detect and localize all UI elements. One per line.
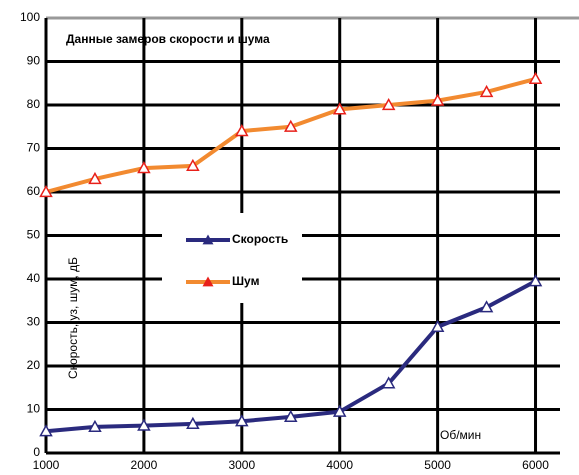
marker [430,319,445,332]
marker [137,161,151,174]
legend-label: Шум [232,274,260,288]
y-tick-label: 60 [27,184,41,198]
y-tick-label: 80 [27,97,41,111]
y-tick-label: 90 [27,54,41,68]
marker [332,102,347,115]
marker [381,97,396,111]
marker [235,124,249,137]
marker [186,158,200,172]
y-axis-label: Скорость, уз, шум, дБ [66,257,80,379]
x-tick-label: 5000 [424,458,451,472]
marker [186,416,200,430]
y-tick-label: 10 [27,402,41,416]
x-tick-label: 1000 [33,458,60,472]
marker [137,418,151,431]
y-tick-label: 30 [27,315,41,329]
marker [283,409,298,423]
marker [39,184,53,198]
y-tick-label: 50 [27,228,41,242]
marker [88,171,102,185]
y-tick-label: 20 [27,358,41,372]
marker [235,414,249,427]
marker [528,71,543,85]
marker [479,84,494,98]
y-tick-label: 40 [27,271,41,285]
marker [430,93,445,106]
marker [528,274,543,287]
marker [332,404,347,417]
legend-marker [202,276,214,287]
y-tick-label: 100 [20,10,40,24]
x-tick-label: 2000 [131,458,158,472]
y-tick-label: 70 [27,141,41,155]
marker [479,300,494,313]
legend-box [162,213,302,303]
marker [381,376,396,389]
marker [39,424,53,437]
legend-label: Скорость [232,232,288,246]
x-tick-label: 4000 [326,458,353,472]
chart-title: Данные замеров скорости и шума [66,32,270,46]
y-tick-label: 0 [33,445,40,459]
marker [88,419,102,433]
x-tick-label: 3000 [228,458,255,472]
x-axis-label: Об/мин [440,428,481,442]
marker [283,119,298,132]
legend-marker [202,234,214,245]
x-tick-label: 6000 [522,458,549,472]
